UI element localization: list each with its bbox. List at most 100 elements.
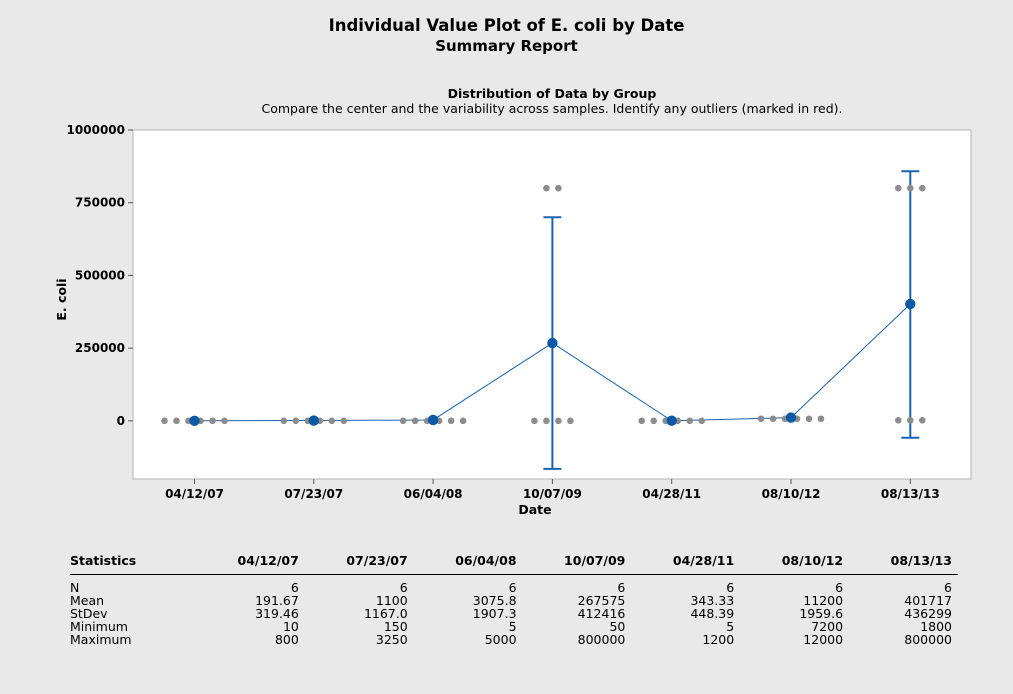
table-row: StDev 319.46 1167.0 1907.3 412416 448.39 1959.… xyxy=(70,607,958,620)
mean-marker xyxy=(905,298,916,310)
statistics-column-header: 08/10/12 xyxy=(740,552,850,575)
statistic-value: 436299 xyxy=(904,606,952,621)
statistic-value: 448.39 xyxy=(690,606,735,621)
data-point xyxy=(173,417,180,425)
statistic-name: Maximum xyxy=(70,632,132,647)
x-axis-label: Date xyxy=(518,502,551,517)
x-axis: 04/12/07 07/23/07 06/04/08 10/07/09 04/28/11… xyxy=(165,479,940,501)
data-point xyxy=(161,417,168,425)
statistic-value: 12000 xyxy=(803,632,844,647)
statistic-value: 6 xyxy=(290,580,299,595)
individual-value-plot: 0 250000 500000 750000 1000000 04/12/07 07/23… xyxy=(54,123,972,517)
statistic-name: Mean xyxy=(70,593,105,608)
statistics-column-header: 06/04/08 xyxy=(413,552,523,575)
statistic-value: 1907.3 xyxy=(472,606,517,621)
statistic-value: 6 xyxy=(617,580,626,595)
plot-marks xyxy=(161,170,926,470)
data-point xyxy=(650,417,657,425)
statistic-value: 800000 xyxy=(904,632,952,647)
table-row: Minimum 10 150 5 50 5 7200 1800 xyxy=(70,620,958,633)
statistic-value: 267575 xyxy=(577,593,626,608)
statistic-name: Minimum xyxy=(70,619,128,634)
data-point xyxy=(543,184,550,192)
report-title: Individual Value Plot of E. coli by Date xyxy=(328,16,685,35)
statistics-column-header: 10/07/09 xyxy=(522,552,632,575)
data-point xyxy=(328,417,336,425)
x-tick-label: 08/10/12 xyxy=(762,487,821,501)
y-tick-label: 1000000 xyxy=(67,123,125,137)
y-axis: 0 250000 500000 750000 1000000 xyxy=(67,123,133,428)
data-point xyxy=(555,184,562,192)
mean-marker xyxy=(189,415,200,426)
statistic-value: 6 xyxy=(726,580,735,595)
statistic-value: 1959.6 xyxy=(799,606,844,621)
statistics-column-header: 04/12/07 xyxy=(196,552,305,575)
report-subtitle: Summary Report xyxy=(435,37,578,55)
mean-marker xyxy=(308,415,319,426)
statistic-value: 800000 xyxy=(577,632,626,647)
x-tick-label: 04/28/11 xyxy=(642,487,701,501)
statistic-value: 412416 xyxy=(577,606,626,621)
data-point xyxy=(919,184,926,192)
y-axis-label: E. coli xyxy=(54,278,69,320)
x-tick-label: 08/13/13 xyxy=(881,487,940,501)
data-point xyxy=(280,417,288,425)
x-tick-label: 10/07/09 xyxy=(523,487,582,501)
chart-title: Distribution of Data by Group xyxy=(447,86,657,101)
mean-marker xyxy=(666,415,677,426)
data-point xyxy=(567,417,574,425)
x-tick-label: 06/04/08 xyxy=(404,487,463,501)
mean-marker xyxy=(547,337,558,349)
statistic-value: 319.46 xyxy=(255,606,299,621)
statistic-value: 5 xyxy=(726,619,735,634)
statistic-value: 10 xyxy=(282,619,299,634)
data-point xyxy=(907,417,914,424)
data-point xyxy=(209,417,216,425)
statistic-value: 6 xyxy=(835,580,844,595)
statistic-value: 150 xyxy=(383,619,408,634)
data-point xyxy=(895,417,902,424)
data-point xyxy=(698,417,705,425)
statistic-value: 5 xyxy=(508,619,517,634)
y-tick-label: 0 xyxy=(117,414,125,428)
data-point xyxy=(907,184,914,192)
y-tick-label: 500000 xyxy=(75,268,125,282)
data-point xyxy=(340,417,348,425)
statistic-name: N xyxy=(70,580,80,595)
statistic-value: 1800 xyxy=(920,619,952,634)
data-point xyxy=(895,184,902,192)
statistic-value: 1100 xyxy=(375,593,408,608)
statistic-value: 3250 xyxy=(375,632,408,647)
y-tick-label: 250000 xyxy=(75,341,125,355)
statistic-value: 343.33 xyxy=(690,593,735,608)
statistic-value: 3075.8 xyxy=(472,593,517,608)
statistic-value: 6 xyxy=(508,580,517,595)
statistic-value: 50 xyxy=(609,619,626,634)
data-point xyxy=(292,417,300,425)
statistics-column-header: 04/28/11 xyxy=(631,552,741,575)
statistic-value: 11200 xyxy=(803,593,844,608)
data-point xyxy=(555,417,562,425)
statistic-value: 401717 xyxy=(904,593,952,608)
data-point xyxy=(221,417,228,425)
x-tick-label: 07/23/07 xyxy=(284,487,343,501)
statistic-value: 800 xyxy=(274,632,299,647)
mean-marker xyxy=(427,414,439,426)
statistics-column-header: 07/23/07 xyxy=(304,552,414,575)
y-tick-label: 750000 xyxy=(75,196,125,210)
data-point xyxy=(769,415,777,423)
data-point xyxy=(543,417,550,425)
data-point xyxy=(411,417,419,425)
statistic-value: 6 xyxy=(399,580,408,595)
table-row: Maximum 800 3250 5000 800000 1200 12000 800000 xyxy=(70,633,958,646)
data-point xyxy=(757,415,765,423)
statistic-value: 5000 xyxy=(484,632,517,647)
statistic-value: 191.67 xyxy=(255,593,299,608)
data-point xyxy=(459,417,467,425)
statistic-name: StDev xyxy=(70,606,108,621)
data-point xyxy=(686,417,693,425)
statistics-table: Statistics 04/12/07 07/23/07 06/04/08 10/07/… xyxy=(70,552,958,646)
data-point xyxy=(805,415,813,423)
data-point xyxy=(531,417,538,425)
statistic-value: 1167.0 xyxy=(363,606,408,621)
